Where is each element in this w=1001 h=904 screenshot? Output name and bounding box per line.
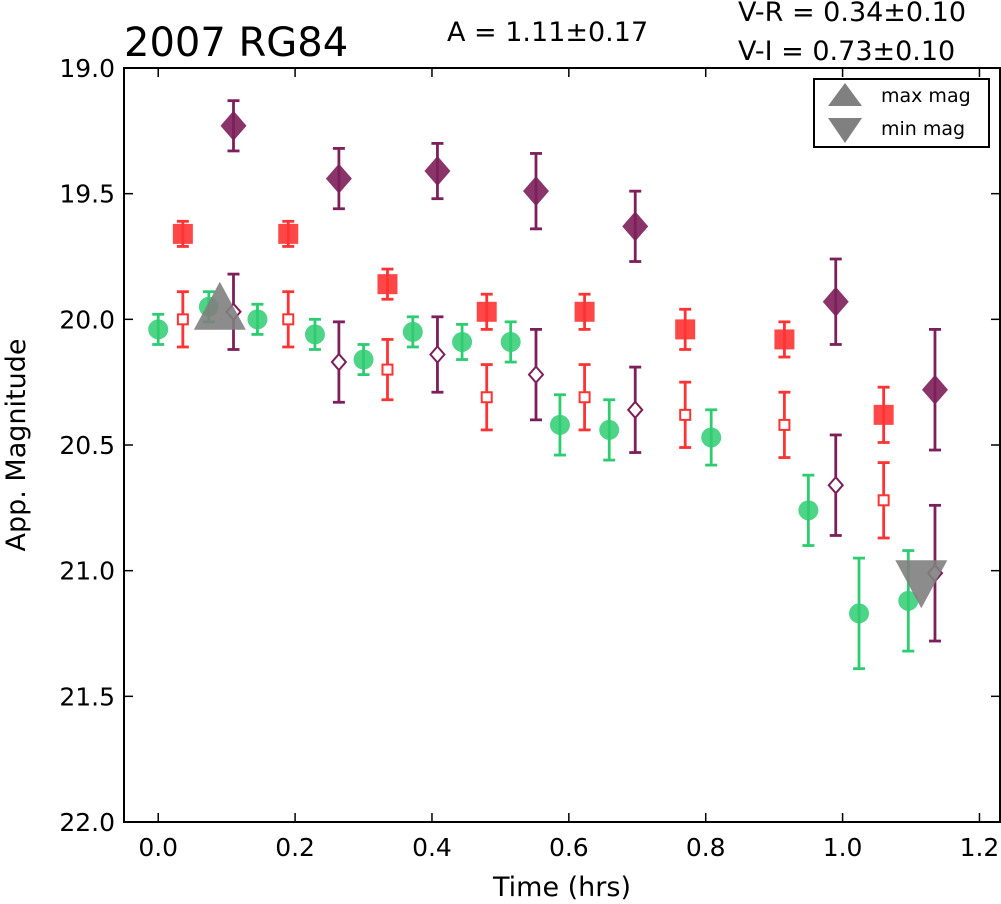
data-point-circle bbox=[247, 309, 268, 330]
max-mag-marker bbox=[193, 281, 246, 330]
amplitude-annotation: A = 1.11±0.17 bbox=[447, 17, 648, 48]
y-tick-label: 20.5 bbox=[59, 431, 115, 460]
x-tick-label: 0.0 bbox=[138, 833, 178, 862]
data-point-diamond bbox=[921, 374, 948, 405]
data-point-square-open bbox=[176, 313, 189, 326]
data-point-square-open bbox=[778, 418, 791, 431]
data-point-diamond bbox=[424, 156, 451, 187]
data-point-diamond-open bbox=[330, 352, 348, 372]
v-r-annotation: V-R = 0.34±0.10 bbox=[738, 0, 966, 28]
y-tick-label: 22.0 bbox=[59, 808, 115, 837]
plot-area bbox=[148, 99, 948, 671]
legend-label-min: min mag bbox=[881, 118, 965, 140]
data-point-circle bbox=[898, 590, 919, 611]
y-tick-label: 20.0 bbox=[59, 305, 115, 334]
y-tick-label: 19.5 bbox=[59, 180, 115, 209]
data-point-square-open bbox=[282, 313, 295, 326]
data-point-diamond bbox=[220, 110, 247, 141]
x-tick-label: 0.2 bbox=[275, 833, 315, 862]
data-point-circle bbox=[402, 321, 423, 342]
data-point-square bbox=[774, 329, 795, 350]
data-point-circle bbox=[849, 603, 870, 624]
min-mag-marker bbox=[895, 560, 948, 609]
data-point-square bbox=[675, 319, 696, 340]
legend: max mag min mag bbox=[813, 78, 990, 148]
legend-label-max: max mag bbox=[881, 85, 971, 107]
data-point-diamond bbox=[325, 163, 352, 194]
data-point-square bbox=[574, 301, 595, 322]
data-point-square-open bbox=[578, 391, 591, 404]
axis-ticks: 0.0 0.2 0.4 0.6 0.8 1.0 1.2 19.0 19.5 20.0 20.5 21.… bbox=[59, 54, 1000, 862]
x-tick-label: 0.8 bbox=[686, 833, 726, 862]
data-point-square-open bbox=[381, 363, 394, 376]
data-point-diamond-open bbox=[429, 345, 446, 365]
data-point-square-open bbox=[877, 494, 890, 507]
data-point-circle bbox=[353, 349, 374, 370]
x-tick-label: 1.0 bbox=[823, 833, 863, 862]
y-tick-label: 21.5 bbox=[59, 682, 115, 711]
x-axis-label: Time (hrs) bbox=[492, 872, 631, 903]
data-point-circle bbox=[549, 414, 570, 435]
legend-triangle-down-icon bbox=[828, 118, 862, 143]
legend-triangle-up-icon bbox=[828, 83, 862, 106]
y-tick-label: 19.0 bbox=[59, 54, 115, 83]
data-point-diamond-open bbox=[827, 475, 845, 495]
y-tick-label: 21.0 bbox=[59, 557, 115, 586]
data-point-square bbox=[278, 223, 299, 244]
x-tick-label: 0.4 bbox=[412, 833, 452, 862]
data-point-circle bbox=[452, 331, 473, 352]
data-point-circle bbox=[148, 319, 169, 340]
data-point-circle bbox=[599, 419, 620, 440]
v-i-annotation: V-I = 0.73±0.10 bbox=[738, 36, 955, 67]
data-point-diamond-open bbox=[527, 365, 545, 385]
plot-frame bbox=[123, 67, 1001, 823]
x-tick-label: 1.2 bbox=[960, 833, 1000, 862]
data-point-square bbox=[873, 404, 894, 425]
data-point-square-open bbox=[480, 391, 493, 404]
chart-title: 2007 RG84 bbox=[124, 20, 348, 66]
y-axis-label: App. Magnitude bbox=[1, 339, 32, 552]
data-point-square bbox=[476, 301, 497, 322]
data-point-circle bbox=[304, 324, 325, 345]
data-point-square bbox=[172, 223, 193, 244]
x-tick-label: 0.6 bbox=[549, 833, 589, 862]
data-point-diamond-open bbox=[626, 400, 644, 420]
data-point-circle bbox=[701, 427, 722, 448]
data-point-diamond bbox=[622, 211, 649, 242]
data-point-square-open bbox=[679, 408, 692, 421]
data-point-diamond bbox=[522, 176, 549, 207]
data-point-circle bbox=[798, 500, 819, 521]
data-point-diamond bbox=[822, 286, 849, 317]
data-point-square bbox=[377, 274, 398, 295]
data-point-circle bbox=[500, 331, 521, 352]
